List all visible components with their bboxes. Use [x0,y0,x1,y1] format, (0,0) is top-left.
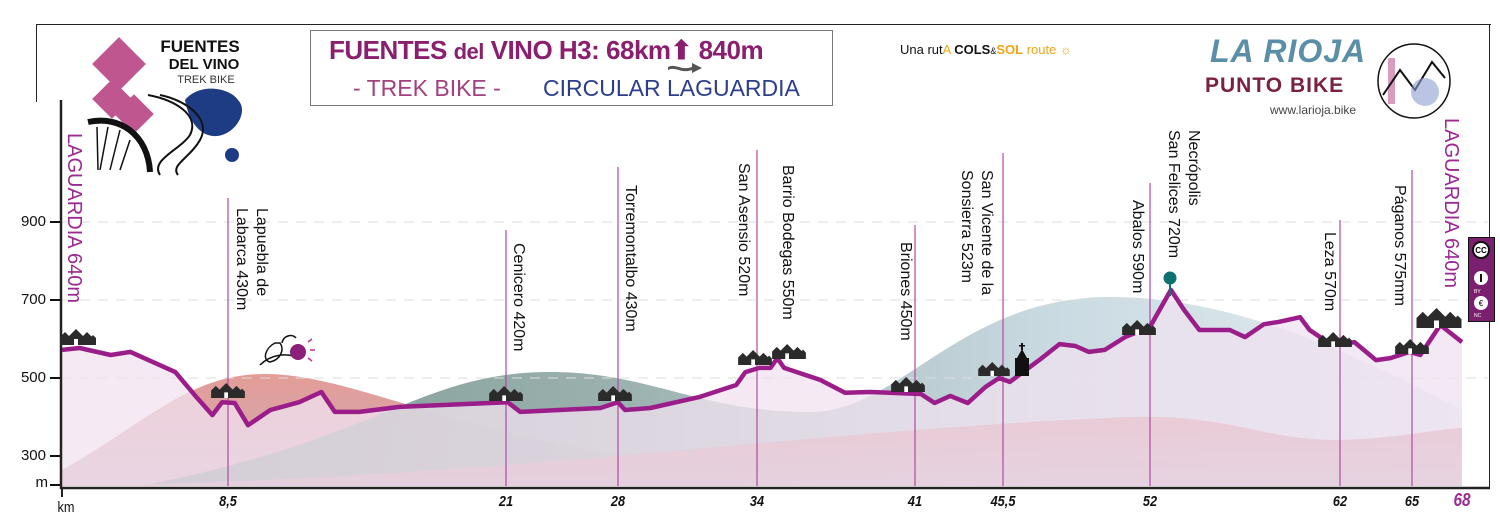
title-part: FUENTES [329,35,447,65]
logo-text: FUENTES [160,37,239,56]
village-icons [60,271,1462,401]
waypoint-label-line: San Asensio 520m [735,163,752,297]
y-tick-label: 500 [20,369,46,386]
cc-text: CC [1475,246,1487,255]
cyclist-icon [259,334,315,366]
waypoint-label-line: Leza 570m [1321,232,1338,312]
x-tick-label: 52 [1142,493,1158,510]
waypoint-label-line: Páganos 575mm [1391,185,1408,306]
x-tick-label: 62 [1332,493,1348,510]
waypoint-label: Barrio Bodegas 550m [777,165,797,320]
distance-arrow-icon [668,63,702,73]
waypoint-label: Páganos 575mm [1389,185,1409,306]
axes [50,100,1490,497]
y-axis-unit: m [35,474,49,491]
climb-value: 840m [698,35,764,65]
brand-text: A [942,42,955,57]
brand-url: www.larioja.bike [1270,103,1357,117]
logo-text: DEL VINO [169,56,240,73]
svg-text:€: € [1479,299,1484,308]
x-tick-label: 28 [610,493,626,510]
brand-text: & [990,46,997,56]
x-tick-label: 8,5 [219,493,237,510]
waypoint-label-line: Barrio Bodegas 550m [779,165,796,320]
waypoint-label: Cenicero 420m [508,243,528,352]
logo-text: TREK BIKE [177,74,234,86]
nc-text: NC [1474,313,1482,319]
title-part: del [453,39,485,64]
village-icon [1318,332,1352,347]
waypoint-label-line: Sonsierra 523m [958,170,975,283]
subtitle-route: CIRCULAR LAGUARDIA [543,75,800,101]
x-tick-label: 68 [1453,490,1471,510]
brand-text: COLS [954,42,991,57]
frame-border [36,24,37,102]
waypoint-label: San Asensio 520m [733,163,753,296]
waypoint-label: LAGUARDIA 640m [1440,118,1462,288]
waypoint-label-line: Labarca 430m [233,208,250,311]
waypoint-label: Lapuebla de Labarca 430m [231,208,271,310]
waypoint-label-line: San Vicente de la [978,170,995,296]
cc-license-badge: CC BY € NC [1468,237,1495,322]
x-tick-label: 21 [498,493,514,510]
waypoint-label-line: Cenicero 420m [510,243,527,352]
waypoint-label: San Vicente de la Sonsierra 523m [956,170,996,295]
village-icon [738,350,772,365]
waypoint-label-line: LAGUARDIA 640m [63,133,85,304]
village-icon [60,329,96,345]
village-icon [1416,308,1462,328]
brand-name: LA RIOJA [1210,33,1367,69]
waypoint-label-line: Abalos 590m [1129,200,1146,294]
village-icon [1395,339,1429,354]
y-tick-label: 300 [20,447,46,464]
by-text: BY [1474,289,1481,295]
waypoint-label: Leza 570m [1319,232,1339,311]
waypoint-label-line: San Felices 720m [1165,130,1182,259]
cols-sol-brand: Una rutA COLS&SOL route ☼ [900,42,1072,57]
profile-line [61,287,1464,428]
x-tick-label: 45,5 [990,493,1016,510]
brand-text: Una rut [900,42,943,57]
waypoint-label-line: Necrópolis [1185,130,1202,206]
waypoint-label-line: Torremontalbo 430m [622,185,639,332]
waypoint-label: Necrópolis San Felices 720m [1163,130,1203,258]
climb-arrow-icon: ⬆ [670,35,693,65]
brand-sub: PUNTO BIKE [1205,74,1345,97]
brand-text: SOL [996,42,1024,57]
waypoint-label: Abalos 590m [1127,200,1147,293]
waypoint-label: Torremontalbo 430m [620,185,640,332]
waypoint-label: Briones 450m [895,242,915,341]
brand-text: route [1023,42,1057,57]
page-title: FUENTES del VINO H3: 68km⬆ 840m [329,35,764,66]
waypoint-label-line: LAGUARDIA 640m [1440,118,1462,289]
frame-border [36,24,1491,25]
y-tick-label: 700 [20,291,46,308]
x-tick-label: 41 [907,493,923,510]
x-tick-label: 34 [749,493,765,510]
subtitle-trek-bike: - TREK BIKE - [353,75,501,101]
x-tick-label: 65 [1404,493,1420,510]
cc-by-nc-icon: CC BY € NC [1472,241,1490,319]
church-icon [1015,343,1029,376]
cyclist-sun-icon: ☼ [1059,42,1072,57]
waypoint-label-line: Lapuebla de [253,208,270,297]
village-icon [772,344,806,359]
title-part: VINO H3: [490,35,600,65]
x-axis-unit: km [57,499,75,516]
waypoint-label: LAGUARDIA 640m [63,133,85,303]
peak-pin-icon [1163,271,1177,296]
waypoint-label-line: Briones 450m [897,242,914,341]
title-box: FUENTES del VINO H3: 68km⬆ 840m - TREK B… [310,30,833,106]
y-tick-label: 900 [20,213,46,230]
distance-value: 68km [606,35,671,65]
punto-bike-logo [1377,43,1451,119]
profile-area [62,289,1462,486]
fuentes-logo: FUENTES DEL VINO TREK BIKE [87,37,243,176]
